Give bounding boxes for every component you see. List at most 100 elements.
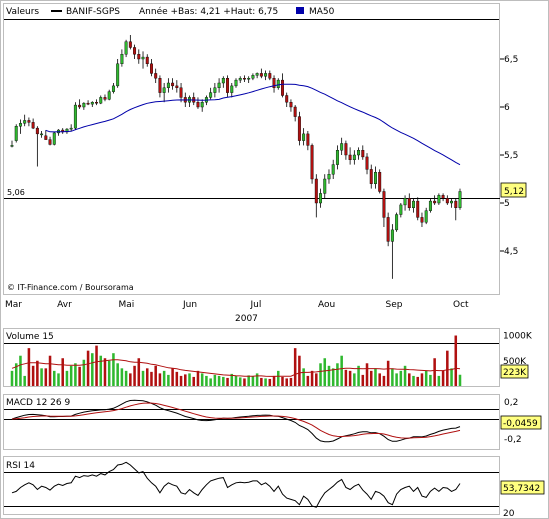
volume-bar (184, 374, 187, 386)
candle (255, 72, 259, 79)
macd-label: MACD 12 26 9 (6, 398, 70, 408)
volume-bar (264, 378, 267, 386)
candle (40, 131, 44, 138)
candle (95, 99, 98, 106)
macd-last-value: -0,0459 (503, 419, 538, 429)
volume-bar (141, 370, 145, 386)
volume-bar (378, 373, 381, 386)
macd-panel-frame (3, 394, 500, 450)
price-panel-frame (3, 3, 500, 295)
volume-bar (293, 348, 297, 386)
candle (374, 166, 377, 189)
volume-bar (23, 375, 26, 386)
volume-bar (323, 358, 327, 386)
candle (145, 54, 149, 67)
volume-bar (361, 374, 365, 386)
candle (310, 143, 314, 184)
candle (86, 100, 90, 106)
candle (293, 105, 297, 122)
candle (251, 73, 255, 81)
volume-bar (382, 375, 386, 386)
volume-bar (158, 373, 162, 386)
legend: Valeurs BANIF-SGPS Année +Bas: 4,21 +Hau… (6, 6, 335, 17)
year-label: 2007 (235, 314, 258, 324)
price-tick-label: 5,5 (504, 151, 518, 161)
volume-bar (289, 377, 293, 386)
candle (361, 145, 365, 160)
volume-bar (433, 358, 436, 386)
volume-bar (399, 370, 403, 386)
candle (154, 68, 158, 83)
rsi-label: RSI 14 (6, 461, 35, 471)
volume-bar (188, 373, 191, 386)
month-label: Avr (57, 300, 72, 310)
volume-bar (171, 368, 174, 386)
volume-bar (205, 375, 208, 386)
volume-bar (281, 376, 284, 386)
candle (35, 126, 39, 167)
volume-bar (10, 370, 14, 386)
volume-bar (353, 373, 356, 386)
rsi-panel-frame (3, 456, 500, 515)
volume-bar (369, 370, 373, 386)
candle (352, 150, 356, 165)
candle (382, 188, 386, 227)
volume-bar (103, 358, 107, 386)
candle (221, 76, 225, 88)
volume-bar (298, 355, 301, 386)
candle (450, 198, 454, 208)
volume-bar (36, 360, 39, 386)
candle (306, 131, 310, 151)
volume-bar (268, 378, 272, 386)
candle (162, 83, 166, 103)
candle (302, 128, 306, 146)
volume-bar (179, 375, 183, 386)
candle (141, 51, 145, 69)
volume-bar (255, 373, 259, 386)
candle (441, 193, 445, 202)
volume-bar (120, 368, 124, 386)
candle (234, 78, 238, 88)
candle (268, 70, 272, 81)
volume-bar (437, 375, 441, 386)
price-last-value: 5,12 (504, 187, 524, 197)
candle (242, 75, 246, 83)
candle (73, 102, 77, 131)
candle (120, 49, 124, 67)
candle (31, 118, 35, 130)
volume-bar (391, 368, 394, 386)
month-label: Jun (182, 300, 197, 310)
candle (14, 124, 18, 143)
volume-bar (86, 350, 90, 386)
volume-tick-label: 500K (503, 357, 527, 367)
volume-bars (10, 335, 462, 386)
candle (437, 193, 441, 205)
price-tick-label: 4,5 (504, 247, 518, 257)
candle (133, 44, 137, 59)
volume-bar (200, 373, 204, 386)
volume-bar (150, 371, 153, 386)
volume-bar (336, 363, 339, 386)
macd-tick-pos: 0,2 (504, 398, 518, 408)
candle (344, 140, 348, 160)
volume-bar (154, 365, 157, 386)
price-candles (10, 35, 462, 279)
volume-bar (40, 368, 43, 386)
volume-bar (14, 363, 18, 386)
rsi-line (11, 461, 461, 508)
volume-bar (306, 375, 310, 386)
volume-bar (196, 370, 200, 386)
volume-bar (226, 377, 229, 386)
volume-bar (412, 375, 415, 386)
month-label: Oct (453, 300, 469, 310)
volume-bar (61, 358, 64, 386)
credit: © IT-Finance.com / Boursorama (7, 283, 134, 292)
volume-tick-label: 1000K (503, 332, 533, 342)
candle (272, 75, 276, 93)
volume-bar (420, 373, 424, 386)
candle (412, 198, 415, 213)
volume-bar (310, 370, 314, 386)
volume-bar (238, 377, 242, 386)
macd-tick-neg: -0,2 (504, 435, 522, 445)
candle (69, 124, 73, 131)
